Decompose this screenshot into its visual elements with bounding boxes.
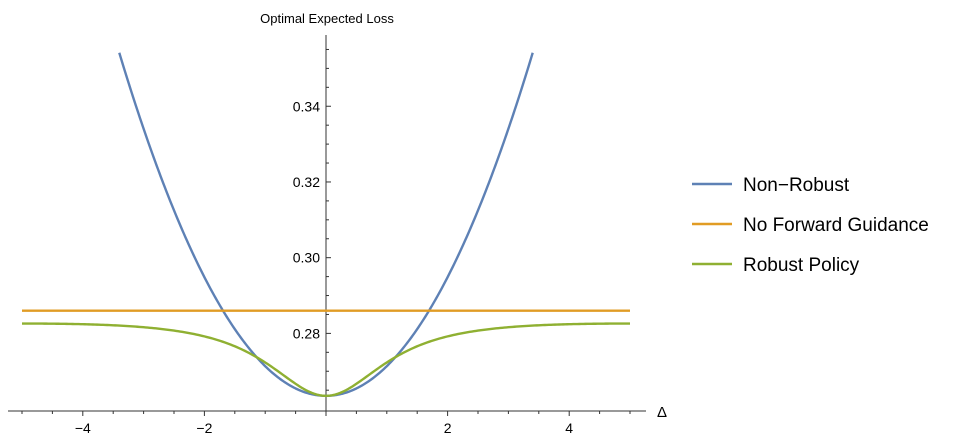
x-tick-label: −4 [75, 420, 91, 436]
legend-label: No Forward Guidance [743, 215, 929, 236]
x-axis-label: Δ [657, 404, 667, 421]
series-line-3 [22, 322, 630, 398]
axes: −4 −2 2 4 0.28 0.30 0.32 0.34 [8, 35, 646, 436]
y-tick-label: 0.30 [293, 250, 320, 266]
y-tick-label: 0.32 [293, 174, 320, 190]
x-tick-label: 2 [444, 420, 452, 436]
legend-label: Robust Policy [743, 255, 860, 276]
y-tick-label: 0.34 [293, 98, 320, 114]
legend-label: Non−Robust [743, 175, 850, 196]
y-tick-label: 0.28 [293, 325, 320, 341]
plot-area [22, 52, 630, 398]
legend: Non−Robust No Forward Guidance Robust Poli… [692, 175, 929, 276]
x-tick-label: −2 [196, 420, 212, 436]
x-tick-label: 4 [565, 420, 573, 436]
chart-title: Optimal Expected Loss [260, 11, 394, 26]
